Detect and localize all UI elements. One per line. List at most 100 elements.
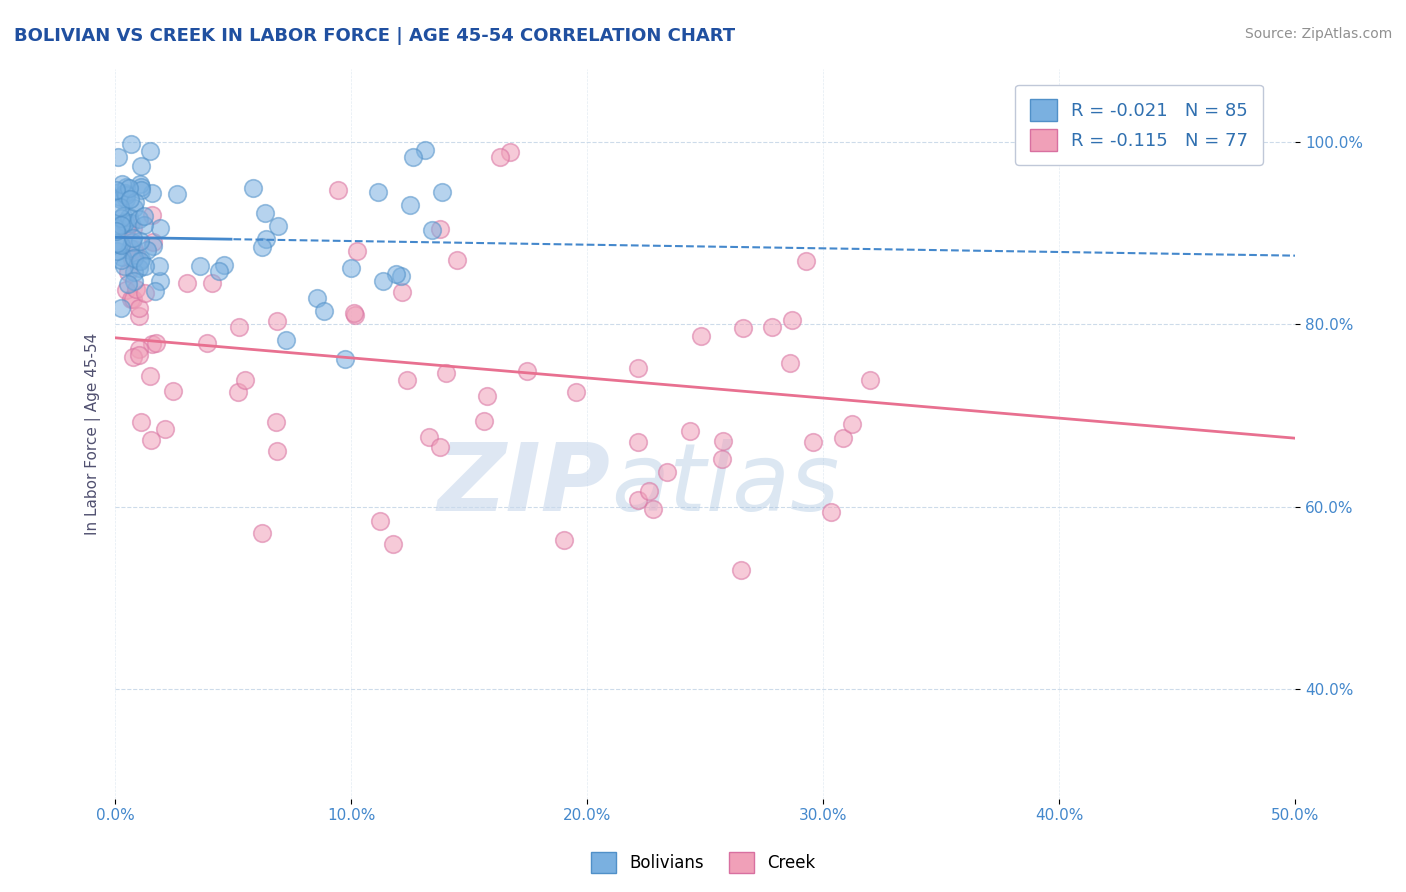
Point (110, 190, 132, 204)
Point (472, 414, 495, 428)
Point (117, 277, 139, 291)
Point (434, 367, 457, 381)
Point (381, 537, 404, 551)
Point (266, 314, 288, 328)
Point (214, 258, 236, 272)
Point (111, 250, 134, 264)
Point (385, 267, 408, 281)
Point (250, 240, 273, 254)
Point (254, 232, 277, 246)
Point (121, 351, 143, 365)
Point (114, 223, 136, 237)
Point (128, 309, 150, 323)
Point (252, 525, 274, 540)
Point (125, 282, 148, 296)
Point (779, 356, 801, 370)
Point (733, 320, 755, 334)
Point (115, 179, 138, 194)
Point (398, 198, 420, 212)
Point (111, 177, 134, 191)
Point (344, 309, 367, 323)
Point (780, 313, 803, 327)
Point (141, 186, 163, 200)
Point (124, 195, 146, 210)
Point (122, 242, 145, 256)
Point (627, 493, 650, 508)
Point (105, 224, 128, 238)
Point (328, 182, 350, 196)
Point (679, 424, 702, 438)
Point (128, 178, 150, 192)
Point (637, 483, 659, 498)
Point (305, 291, 328, 305)
Point (402, 150, 425, 164)
Point (120, 292, 142, 306)
Point (110, 301, 132, 315)
Point (367, 185, 389, 199)
Point (118, 218, 141, 232)
Point (516, 364, 538, 378)
Point (128, 301, 150, 316)
Point (128, 261, 150, 276)
Point (264, 415, 287, 429)
Point (114, 215, 136, 229)
Point (820, 505, 842, 519)
Point (253, 206, 276, 220)
Point (340, 261, 363, 276)
Point (142, 239, 165, 253)
Point (114, 192, 136, 206)
Point (128, 212, 150, 227)
Point (108, 185, 131, 199)
Point (153, 422, 176, 436)
Point (141, 433, 163, 447)
Point (121, 231, 143, 245)
Point (114, 186, 136, 200)
Point (105, 218, 128, 232)
Point (420, 223, 443, 237)
Point (110, 211, 132, 226)
Point (346, 244, 368, 259)
Point (121, 235, 143, 249)
Point (446, 253, 468, 268)
Point (117, 265, 139, 279)
Point (432, 186, 454, 200)
Point (761, 319, 783, 334)
Point (371, 274, 394, 288)
Point (429, 222, 451, 236)
Point (131, 252, 153, 266)
Point (801, 434, 824, 449)
Text: atlas: atlas (610, 439, 839, 530)
Point (565, 384, 588, 399)
Point (122, 220, 145, 235)
Point (129, 159, 152, 173)
Point (711, 451, 734, 466)
Point (475, 388, 498, 402)
Point (105, 235, 128, 250)
Point (135, 244, 157, 258)
Point (242, 181, 264, 195)
Point (267, 219, 290, 234)
Point (149, 274, 172, 288)
Point (107, 150, 129, 164)
Point (120, 216, 142, 230)
Point (312, 304, 335, 318)
Point (859, 373, 882, 387)
Text: BOLIVIAN VS CREEK IN LABOR FORCE | AGE 45-54 CORRELATION CHART: BOLIVIAN VS CREEK IN LABOR FORCE | AGE 4… (14, 27, 735, 45)
Point (343, 306, 366, 320)
Point (143, 284, 166, 298)
Point (114, 187, 136, 202)
Point (122, 274, 145, 288)
Point (128, 348, 150, 362)
Point (115, 283, 138, 297)
Point (266, 443, 288, 458)
Point (129, 180, 152, 194)
Point (368, 514, 391, 528)
Point (141, 208, 163, 222)
Point (128, 342, 150, 356)
Point (122, 251, 145, 265)
Legend: Bolivians, Creek: Bolivians, Creek (583, 846, 823, 880)
Point (208, 264, 231, 278)
Text: Source: ZipAtlas.com: Source: ZipAtlas.com (1244, 27, 1392, 41)
Point (122, 265, 145, 279)
Point (129, 254, 152, 268)
